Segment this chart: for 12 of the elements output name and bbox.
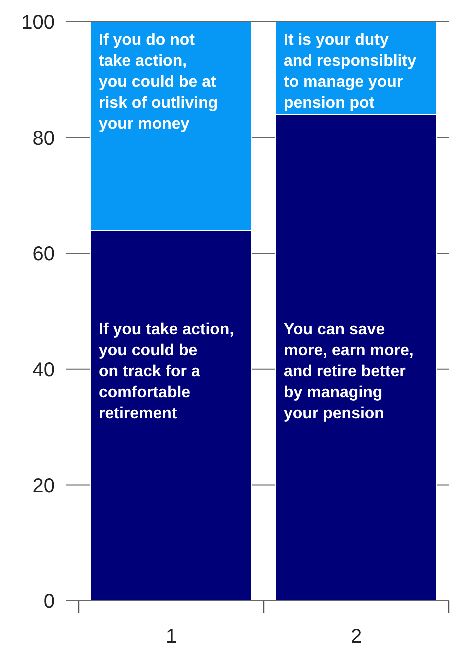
annotation: It is your duty and responsiblity to manage your pension pot — [284, 32, 417, 112]
annotation: If you do not take action, you could be at risk of outliving your money — [99, 32, 218, 133]
y-tick-label: 100 — [22, 12, 55, 34]
y-tick-label: 60 — [32, 244, 55, 266]
annotation: If you take action, you could be on track for a comfortable retirement — [99, 322, 234, 423]
y-tick-label: 80 — [32, 128, 55, 150]
x-tick-label: 1 — [166, 626, 178, 646]
y-tick-label: 40 — [32, 360, 55, 382]
annotation: You can save more, earn more, and retire better by managing your pension — [284, 322, 414, 423]
y-tick-label: 20 — [32, 475, 55, 498]
x-tick-label: 2 — [350, 626, 362, 646]
y-tick-label: 0 — [44, 591, 55, 614]
